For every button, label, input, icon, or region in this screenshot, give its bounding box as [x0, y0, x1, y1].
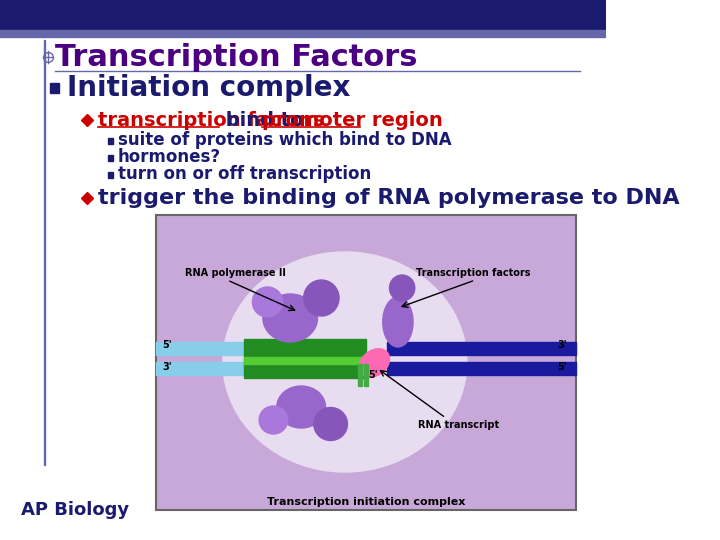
Bar [364, 364, 369, 386]
Bar [387, 362, 576, 375]
Ellipse shape [259, 406, 288, 434]
Text: bind to: bind to [219, 111, 310, 130]
Bar [156, 215, 576, 510]
Text: 3': 3' [163, 362, 172, 372]
Text: Transcription Factors: Transcription Factors [55, 43, 417, 71]
Ellipse shape [304, 280, 339, 316]
Text: promoter region: promoter region [263, 111, 444, 130]
Text: trigger the binding of RNA polymerase to DNA: trigger the binding of RNA polymerase to… [99, 188, 680, 208]
Bar [108, 155, 113, 161]
Text: 5': 5' [369, 370, 378, 380]
Text: AP Biology: AP Biology [21, 501, 129, 519]
Text: 5': 5' [558, 362, 567, 372]
Bar [50, 83, 59, 93]
Bar [0, 30, 606, 37]
Text: suite of proteins which bind to DNA: suite of proteins which bind to DNA [118, 131, 451, 149]
Text: Initiation complex: Initiation complex [67, 74, 351, 102]
Text: turn on or off transcription: turn on or off transcription [118, 165, 371, 183]
Bar [108, 138, 113, 144]
Bar [156, 362, 290, 375]
Ellipse shape [314, 408, 348, 441]
Ellipse shape [223, 252, 467, 472]
Text: hormones?: hormones? [118, 148, 221, 166]
Bar [44, 40, 45, 465]
Bar [156, 342, 290, 355]
Text: RNA polymerase II: RNA polymerase II [185, 268, 286, 278]
Bar [0, 0, 606, 30]
Text: 3': 3' [558, 340, 567, 350]
Bar [387, 342, 576, 355]
Text: transcription factors: transcription factors [99, 111, 325, 130]
Ellipse shape [263, 294, 318, 342]
Ellipse shape [253, 287, 283, 317]
Ellipse shape [359, 349, 390, 377]
Ellipse shape [390, 275, 415, 301]
Bar [358, 364, 361, 386]
Bar [108, 172, 113, 178]
Text: RNA transcript: RNA transcript [418, 420, 499, 430]
Ellipse shape [276, 386, 325, 428]
Bar [244, 339, 366, 378]
Bar [244, 357, 366, 364]
Text: 5': 5' [163, 340, 172, 350]
Ellipse shape [383, 297, 413, 347]
Text: Transcription initiation complex: Transcription initiation complex [266, 497, 465, 507]
Text: Transcription factors: Transcription factors [416, 268, 531, 278]
